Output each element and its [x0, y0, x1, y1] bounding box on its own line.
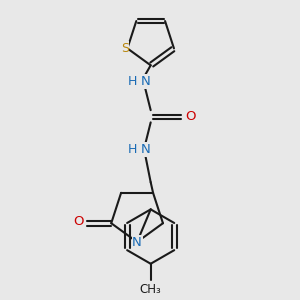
Text: N: N [140, 143, 150, 156]
Text: H: H [128, 75, 137, 88]
Text: H: H [128, 143, 137, 156]
Text: O: O [185, 110, 195, 124]
Text: N: N [140, 75, 150, 88]
Text: CH₃: CH₃ [140, 283, 162, 296]
Text: N: N [132, 236, 142, 248]
Text: S: S [121, 42, 129, 55]
Text: O: O [74, 215, 84, 228]
